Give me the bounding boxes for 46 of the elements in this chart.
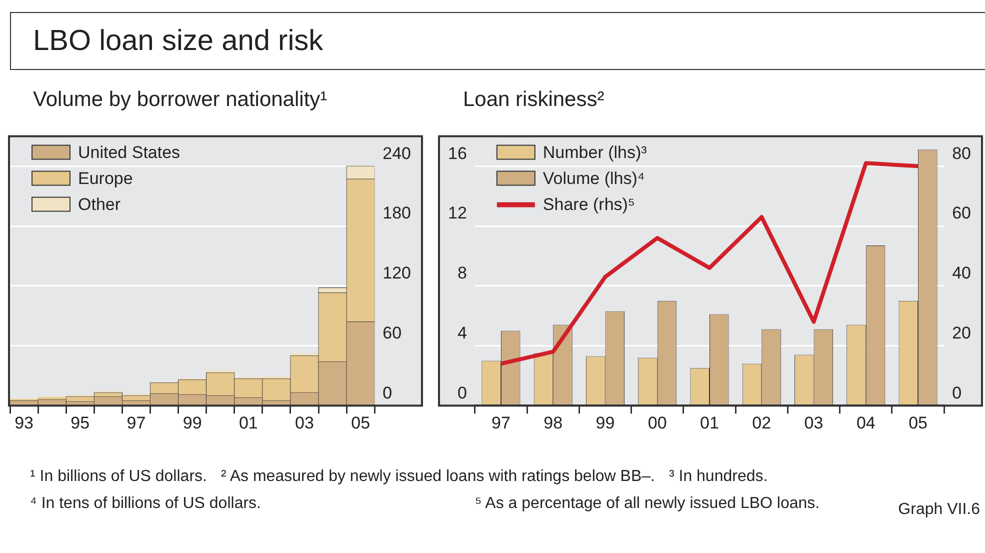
text: ² As measured by newly issued loans with ratings below BB–. bbox=[220, 468, 655, 486]
chart-subtitle: Loan riskiness² bbox=[463, 88, 604, 112]
y-tick-label: 0 bbox=[457, 383, 467, 402]
text: ³ In hundreds. bbox=[668, 468, 768, 486]
legend-label: Volume (lhs)⁴ bbox=[542, 168, 645, 188]
x-tick-label: 05 bbox=[908, 413, 928, 432]
text: ⁵ As a percentage of all newly issued LBO loans. bbox=[474, 495, 820, 514]
legend-label: Other bbox=[78, 194, 121, 214]
y-tick-label: 180 bbox=[382, 204, 412, 223]
x-tick-label: 97 bbox=[492, 413, 510, 432]
x-tick-label: 02 bbox=[752, 413, 772, 432]
y2-tick-label: 80 bbox=[952, 144, 972, 163]
chart-subtitle: Volume by borrower nationality¹ bbox=[33, 88, 328, 112]
x-tick-label: 99 bbox=[596, 413, 615, 432]
y-tick-label: 16 bbox=[448, 144, 467, 163]
x-tick-label: 99 bbox=[182, 413, 202, 432]
y2-tick-label: 60 bbox=[952, 204, 972, 223]
legend-label: United States bbox=[78, 142, 180, 162]
y-tick-label: 120 bbox=[382, 264, 412, 283]
text: ¹ In billions of US dollars. bbox=[30, 468, 207, 486]
y-tick-label: 240 bbox=[382, 144, 412, 163]
x-tick-label: 00 bbox=[648, 413, 667, 432]
y-tick-label: 4 bbox=[457, 323, 467, 342]
y-tick-label: 0 bbox=[382, 383, 392, 402]
x-tick-label: 05 bbox=[351, 413, 370, 432]
x-tick-label: 95 bbox=[70, 413, 90, 432]
x-tick-label: 03 bbox=[804, 413, 824, 432]
y2-tick-label: 40 bbox=[952, 264, 972, 283]
y2-tick-label: 0 bbox=[952, 383, 962, 402]
x-tick-label: 97 bbox=[126, 413, 146, 432]
y-tick-label: 12 bbox=[448, 204, 467, 223]
y-tick-label: 8 bbox=[457, 264, 467, 283]
legend-label: Europe bbox=[78, 168, 133, 188]
x-tick-label: 01 bbox=[700, 413, 719, 432]
x-tick-label: 04 bbox=[856, 413, 876, 432]
x-tick-label: 98 bbox=[544, 413, 563, 432]
x-tick-label: 01 bbox=[238, 413, 258, 432]
y2-tick-label: 20 bbox=[952, 323, 972, 342]
x-tick-label: 93 bbox=[14, 413, 34, 432]
text: ⁴ In tens of billions of US dollars. bbox=[30, 495, 261, 514]
y-tick-label: 60 bbox=[382, 323, 402, 342]
legend-label: Share (rhs)⁵ bbox=[542, 194, 635, 214]
x-tick-label: 03 bbox=[295, 413, 314, 432]
legend-label: Number (lhs)³ bbox=[542, 142, 648, 162]
text: Graph VII.6 bbox=[898, 501, 980, 519]
chart-title: LBO loan size and risk bbox=[10, 12, 985, 70]
